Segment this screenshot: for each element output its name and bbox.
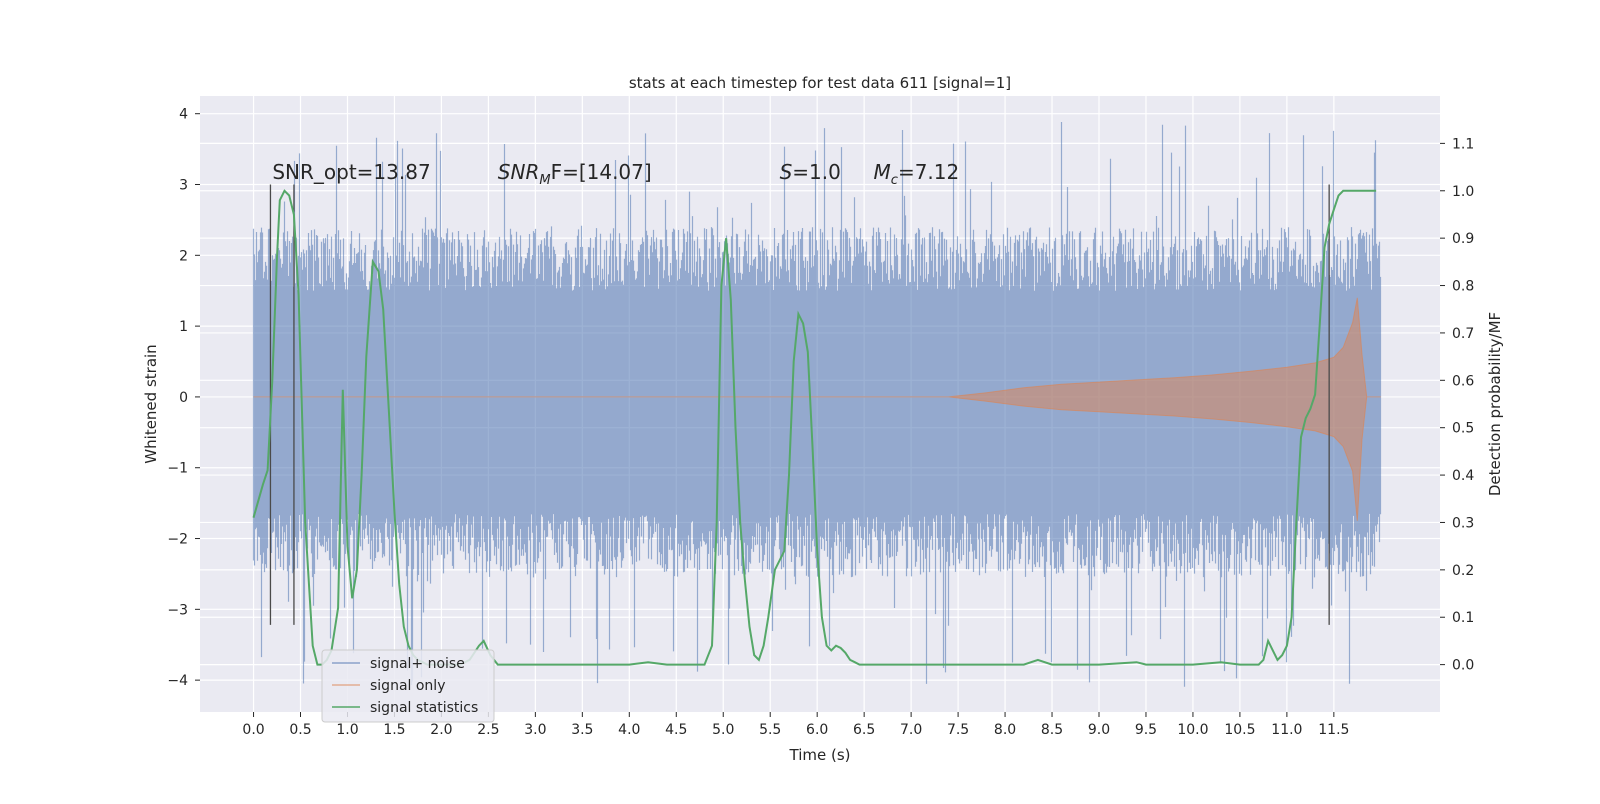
chart-title: stats at each timestep for test data 611… xyxy=(629,74,1011,92)
y2-tick-label: 0.4 xyxy=(1452,468,1474,484)
annotation-main: SNR xyxy=(498,160,540,184)
x-tick-label: 5.0 xyxy=(712,722,734,738)
y-axis-label: Whitened strain xyxy=(142,344,160,463)
annotation-main: SNR_opt=13.87 xyxy=(272,160,430,184)
annotation-main: M xyxy=(874,160,891,184)
x-tick-label: 5.5 xyxy=(759,722,781,738)
y-tick-label: 3 xyxy=(179,178,188,194)
x-tick-label: 1.5 xyxy=(383,722,405,738)
y2-tick-label: 1.1 xyxy=(1452,136,1474,152)
legend-label-signal: signal only xyxy=(370,678,445,694)
y2-axis-label: Detection probability/MF xyxy=(1486,312,1504,496)
y2-tick-label: 0.8 xyxy=(1452,279,1474,295)
x-tick-label: 7.5 xyxy=(947,722,969,738)
x-axis-label: Time (s) xyxy=(789,746,851,764)
annotation-value: F=[14.07] xyxy=(551,160,652,184)
annotation-text: SNR_opt=13.87 xyxy=(272,160,430,184)
y2-axis-ticks: 1.1 1.0 0.9 0.8 0.7 0.6 0.5 0.4 0.3 0.2 0.1 0.0 xyxy=(1440,136,1474,674)
x-tick-label: 10.5 xyxy=(1224,722,1255,738)
annotation-main: S xyxy=(780,160,793,184)
x-tick-label: 0.5 xyxy=(289,722,311,738)
y-tick-label: −4 xyxy=(167,673,188,689)
y-tick-label: 2 xyxy=(179,248,188,264)
y-tick-label: 0 xyxy=(179,390,188,406)
x-tick-label: 7.0 xyxy=(900,722,922,738)
y-tick-label: −3 xyxy=(167,602,188,618)
annotation-text: Mc=7.12 xyxy=(874,160,960,188)
x-tick-label: 4.5 xyxy=(665,722,687,738)
y2-tick-label: 0.9 xyxy=(1452,231,1474,247)
annotation-value: =1.0 xyxy=(792,160,841,184)
x-tick-label: 6.5 xyxy=(853,722,875,738)
y-tick-label: −1 xyxy=(167,461,188,477)
annotation-value: =7.12 xyxy=(898,160,959,184)
x-tick-label: 3.5 xyxy=(571,722,593,738)
legend-label-noise: signal+ noise xyxy=(370,656,465,672)
series-signal-only xyxy=(253,297,1381,521)
y2-tick-label: 0.5 xyxy=(1452,421,1474,437)
annotation-subscript: M xyxy=(539,173,550,188)
y-tick-label: 1 xyxy=(179,319,188,335)
y2-tick-label: 0.3 xyxy=(1452,515,1474,531)
x-tick-label: 2.5 xyxy=(477,722,499,738)
y2-tick-label: 0.2 xyxy=(1452,563,1474,579)
annotation-subscript: c xyxy=(891,173,898,188)
y2-tick-label: 0.1 xyxy=(1452,610,1474,626)
y2-tick-label: 0.7 xyxy=(1452,326,1474,342)
x-tick-label: 0.0 xyxy=(242,722,264,738)
statistics-line xyxy=(252,189,1377,666)
annotations: SNR_opt=13.87 SNRMF=[14.07] S=1.0 Mc=7.12 xyxy=(272,160,959,188)
x-tick-label: 11.5 xyxy=(1318,722,1349,738)
y2-tick-label: 0.0 xyxy=(1452,658,1474,674)
signal-envelope xyxy=(253,297,1381,521)
x-tick-label: 6.0 xyxy=(806,722,828,738)
x-tick-label: 4.0 xyxy=(618,722,640,738)
x-tick-label: 2.0 xyxy=(430,722,452,738)
y2-tick-label: 0.6 xyxy=(1452,373,1474,389)
x-tick-label: 10.0 xyxy=(1177,722,1208,738)
x-tick-label: 8.5 xyxy=(1041,722,1063,738)
legend-box xyxy=(321,649,495,723)
y-tick-label: −2 xyxy=(167,532,188,548)
x-tick-label: 8.0 xyxy=(994,722,1016,738)
y2-tick-label: 1.0 xyxy=(1452,184,1474,200)
x-tick-label: 3.0 xyxy=(524,722,546,738)
series-signal-statistics xyxy=(252,189,1377,666)
annotation-text: SNRMF=[14.07] xyxy=(498,160,652,188)
x-axis-ticks: 0.0 0.5 1.0 1.5 2.0 2.5 3.0 3.5 4.0 4.5 5.0 5.5 6.0 6… xyxy=(242,712,1349,738)
x-tick-label: 1.0 xyxy=(336,722,358,738)
x-tick-label: 9.0 xyxy=(1088,722,1110,738)
annotation-text: S=1.0 xyxy=(780,160,841,184)
legend: signal+ noise signal only signal statist… xyxy=(321,649,495,723)
legend-label-stats: signal statistics xyxy=(370,700,478,716)
y-tick-label: 4 xyxy=(179,107,188,123)
y-axis-ticks: 4 3 2 1 0 −1 −2 −3 −4 xyxy=(167,107,200,689)
x-tick-label: 11.0 xyxy=(1271,722,1302,738)
x-tick-label: 9.5 xyxy=(1135,722,1157,738)
